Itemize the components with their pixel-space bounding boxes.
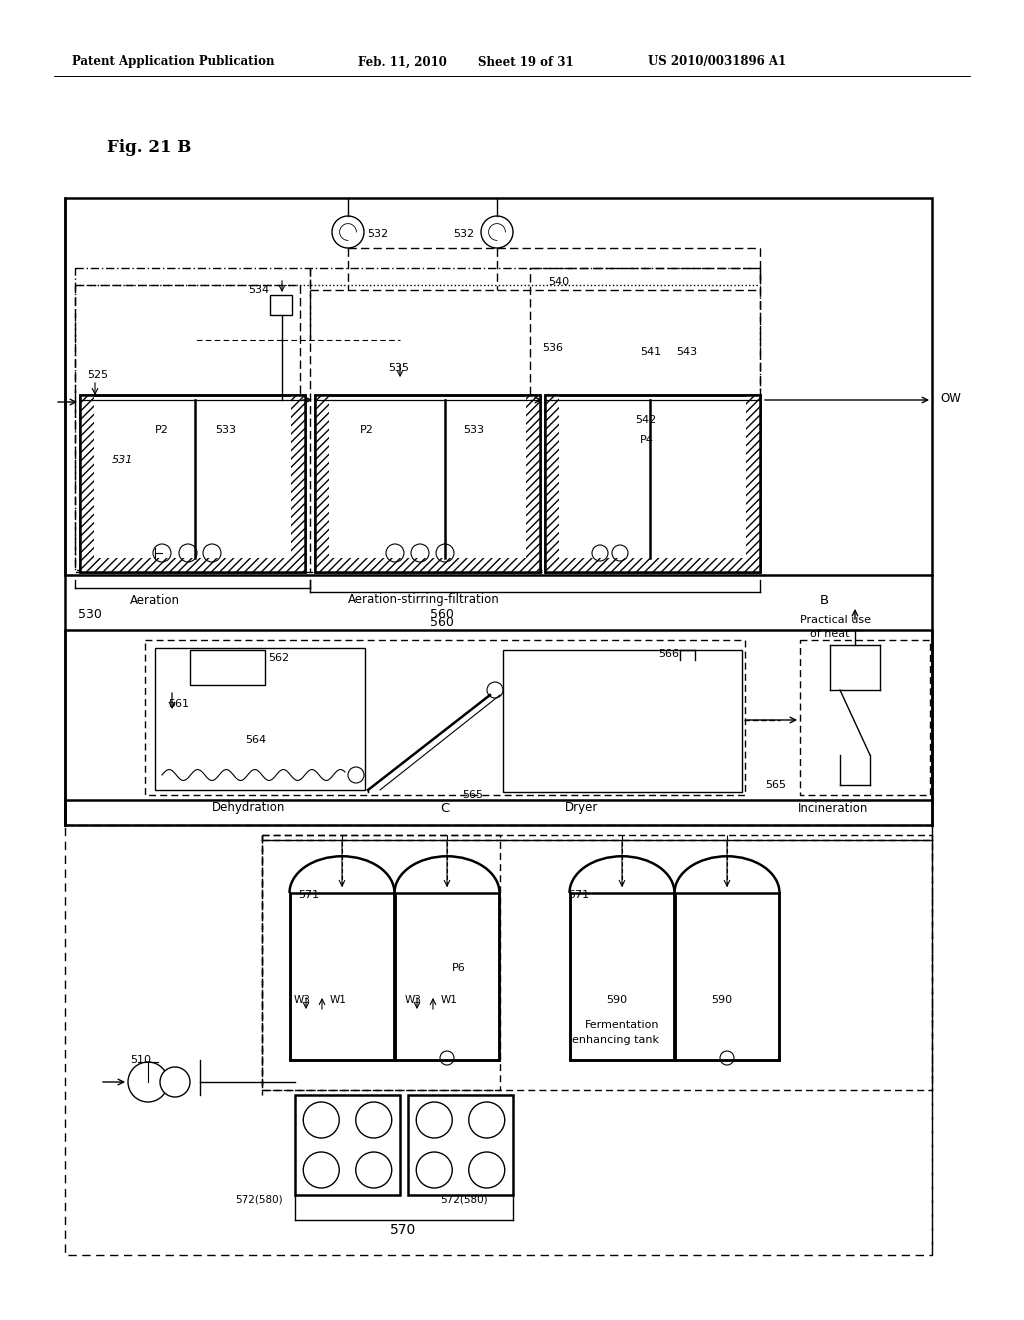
Text: 535: 535 xyxy=(388,363,409,374)
Polygon shape xyxy=(408,1096,513,1195)
Text: 525: 525 xyxy=(87,370,109,380)
Text: of heat: of heat xyxy=(810,630,850,639)
Polygon shape xyxy=(395,894,499,1060)
Text: 541: 541 xyxy=(640,347,662,356)
Polygon shape xyxy=(545,395,760,572)
Text: 543: 543 xyxy=(676,347,697,356)
Text: 533: 533 xyxy=(215,425,236,436)
Text: Dehydration: Dehydration xyxy=(212,801,286,814)
Text: 562: 562 xyxy=(268,653,289,663)
Text: 571: 571 xyxy=(568,890,589,900)
Polygon shape xyxy=(526,395,540,572)
Text: 590: 590 xyxy=(606,995,627,1005)
Text: P4: P4 xyxy=(640,436,654,445)
Polygon shape xyxy=(746,395,760,572)
Text: 561: 561 xyxy=(168,700,189,709)
Text: 571: 571 xyxy=(298,890,319,900)
Text: Incineration: Incineration xyxy=(798,801,868,814)
Text: 532: 532 xyxy=(367,228,388,239)
Text: W1: W1 xyxy=(441,995,458,1005)
Text: Practical use: Practical use xyxy=(800,615,871,624)
Text: W3: W3 xyxy=(294,995,311,1005)
Text: W3: W3 xyxy=(406,995,422,1005)
Polygon shape xyxy=(80,558,305,572)
Text: 531: 531 xyxy=(112,455,133,465)
Text: 530: 530 xyxy=(78,607,101,620)
Text: W1: W1 xyxy=(330,995,347,1005)
Text: 536: 536 xyxy=(542,343,563,352)
Polygon shape xyxy=(291,395,305,572)
Polygon shape xyxy=(545,395,559,572)
Text: P2: P2 xyxy=(155,425,169,436)
Polygon shape xyxy=(675,894,779,1060)
Text: US 2010/0031896 A1: US 2010/0031896 A1 xyxy=(648,55,786,69)
Polygon shape xyxy=(290,894,394,1060)
Polygon shape xyxy=(570,894,674,1060)
Text: Aeration-stirring-filtration: Aeration-stirring-filtration xyxy=(348,594,500,606)
Text: P6: P6 xyxy=(452,964,466,973)
Text: 534: 534 xyxy=(248,285,269,294)
Text: P2: P2 xyxy=(360,425,374,436)
Polygon shape xyxy=(315,558,540,572)
Text: 565: 565 xyxy=(462,789,483,800)
Text: B: B xyxy=(820,594,829,606)
Text: 572(580): 572(580) xyxy=(234,1195,283,1205)
Polygon shape xyxy=(315,395,540,572)
Text: 533: 533 xyxy=(463,425,484,436)
Polygon shape xyxy=(295,1096,400,1195)
Text: Dryer: Dryer xyxy=(565,801,598,814)
Polygon shape xyxy=(80,395,305,572)
Circle shape xyxy=(128,1063,168,1102)
Text: Aeration: Aeration xyxy=(130,594,180,606)
Text: Sheet 19 of 31: Sheet 19 of 31 xyxy=(478,55,573,69)
Text: Feb. 11, 2010: Feb. 11, 2010 xyxy=(358,55,446,69)
Polygon shape xyxy=(545,558,760,572)
Text: 560: 560 xyxy=(430,616,454,630)
Polygon shape xyxy=(80,395,94,572)
Text: 566: 566 xyxy=(658,649,679,659)
Text: 560: 560 xyxy=(430,607,454,620)
Text: 590: 590 xyxy=(711,995,732,1005)
Text: OW: OW xyxy=(940,392,961,404)
Text: 540: 540 xyxy=(548,277,569,286)
Text: 542: 542 xyxy=(635,414,656,425)
Text: 565: 565 xyxy=(765,780,786,789)
Text: 572(580): 572(580) xyxy=(440,1195,487,1205)
Polygon shape xyxy=(315,395,329,572)
Text: Patent Application Publication: Patent Application Publication xyxy=(72,55,274,69)
Text: 564: 564 xyxy=(245,735,266,744)
Text: 510: 510 xyxy=(130,1055,151,1065)
Text: 570: 570 xyxy=(390,1224,416,1237)
Text: C: C xyxy=(440,801,450,814)
Text: enhancing tank: enhancing tank xyxy=(572,1035,659,1045)
Text: 532: 532 xyxy=(453,228,474,239)
Text: Fermentation: Fermentation xyxy=(585,1020,659,1030)
Circle shape xyxy=(160,1067,190,1097)
Text: Fig. 21 B: Fig. 21 B xyxy=(106,140,191,157)
